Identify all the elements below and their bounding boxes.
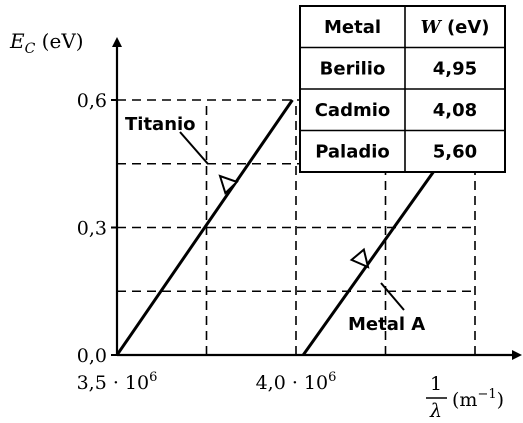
x-axis-label-numerator: 1	[430, 373, 442, 395]
annotation-arrow-shaft	[179, 131, 209, 165]
tick-labels: 0,00,30,63,5 · 106 4,0 · 106	[77, 90, 337, 394]
table-cell-work-function: 4,95	[433, 58, 477, 79]
annotation-label: Titanio	[125, 114, 196, 135]
table-cell-work-function: 4,08	[433, 100, 477, 121]
annotation-arrow-head	[218, 174, 239, 195]
annotation-arrow-shaft	[380, 282, 405, 311]
table-cell-metal: Cadmio	[315, 100, 391, 121]
x-axis-unit-close: )	[497, 389, 504, 411]
axis-labels: EC (eV) 1 λ (m−1)	[9, 29, 504, 422]
table-cell-work-function: 5,60	[433, 141, 477, 162]
x-axis-unit-exponent: −1	[477, 387, 496, 402]
x-axis-unit-base: (m	[452, 389, 477, 411]
table-cell-metal: Berilio	[320, 58, 386, 79]
x-axis-label-denominator: λ	[429, 400, 442, 422]
y-tick-label: 0,6	[77, 90, 107, 112]
table-header-text: Metal	[324, 17, 381, 38]
x-axis-unit: (m−1)	[452, 387, 504, 411]
table-header-text: (eV)	[441, 17, 490, 38]
axes	[112, 37, 522, 360]
work-function-table: Metal W (eV) Berilio 4,95 Cadmio 4,08 Paladio 5…	[299, 5, 506, 173]
table-cell-metal: Paladio	[315, 141, 390, 162]
y-axis-label: EC (eV)	[9, 29, 84, 57]
x-tick-label: 3,5 · 106	[77, 370, 158, 394]
data-series	[115, 99, 441, 356]
x-tick-mantissa: 4,0 · 10	[256, 372, 329, 394]
table-header-text: W	[420, 17, 442, 38]
y-axis-unit: (eV)	[35, 29, 83, 53]
y-tick-label: 0,0	[77, 345, 107, 367]
series-line-metal-a	[301, 162, 441, 356]
y-axis-subscript: C	[25, 41, 36, 57]
x-tick-exponent: 6	[328, 370, 336, 385]
y-tick-label: 0,3	[77, 218, 107, 240]
table-header-cell: Metal	[324, 17, 381, 38]
x-tick-label: 4,0 · 106	[256, 370, 337, 394]
x-tick-mantissa: 3,5 · 10	[77, 372, 150, 394]
annotation-arrow-head	[349, 247, 370, 269]
series-line-titanio	[115, 99, 294, 356]
annotations: Titanio Metal A	[125, 114, 425, 335]
y-axis-var: E	[9, 29, 25, 53]
annotation-label: Metal A	[348, 314, 425, 335]
x-tick-exponent: 6	[149, 370, 157, 385]
table-header-cell: W (eV)	[420, 17, 489, 38]
